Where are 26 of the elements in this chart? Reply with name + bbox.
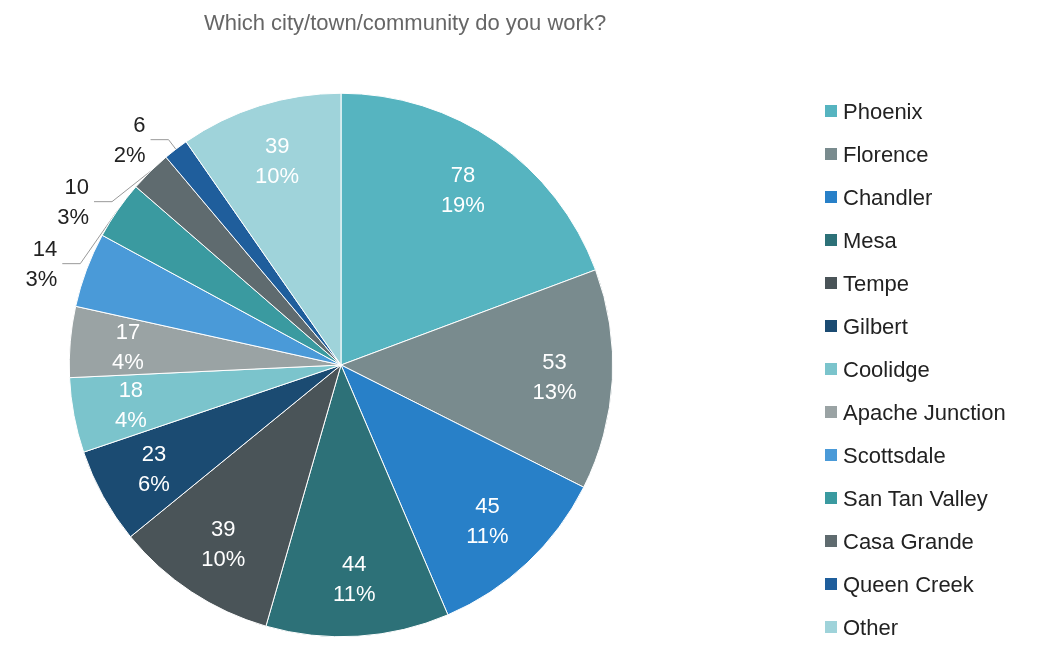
data-label: 39 10% <box>201 515 246 571</box>
data-label: 39 10% <box>255 133 300 189</box>
legend-label: Apache Junction <box>843 399 1006 425</box>
chart-title: Which city/town/community do you work? <box>203 9 607 35</box>
data-label: 6 2% <box>113 112 146 168</box>
legend-label: Florence <box>843 141 929 167</box>
legend-label: Coolidge <box>843 356 930 382</box>
legend-label: Chandler <box>843 184 933 210</box>
legend-label: Phoenix <box>843 98 923 124</box>
legend-label: Scottsdale <box>843 442 946 468</box>
data-label: 45 11% <box>466 493 509 549</box>
legend-label: Queen Creek <box>843 571 975 597</box>
legend-label: San Tan Valley <box>843 485 988 511</box>
legend-label: Tempe <box>843 270 910 296</box>
data-label: 14 3% <box>25 236 58 292</box>
data-label: 18 4% <box>114 377 147 433</box>
data-label: 78 19% <box>440 161 485 217</box>
legend-label: Other <box>843 614 899 640</box>
data-label: 44 11% <box>333 550 376 606</box>
data-label: 10 3% <box>57 174 89 230</box>
legend-label: Gilbert <box>843 313 908 339</box>
data-label: 17 4% <box>112 319 144 375</box>
legend-label: Mesa <box>843 227 898 253</box>
data-label: 23 6% <box>138 441 170 497</box>
legend-label: Casa Grande <box>843 528 974 554</box>
data-label: 53 13% <box>532 349 577 405</box>
